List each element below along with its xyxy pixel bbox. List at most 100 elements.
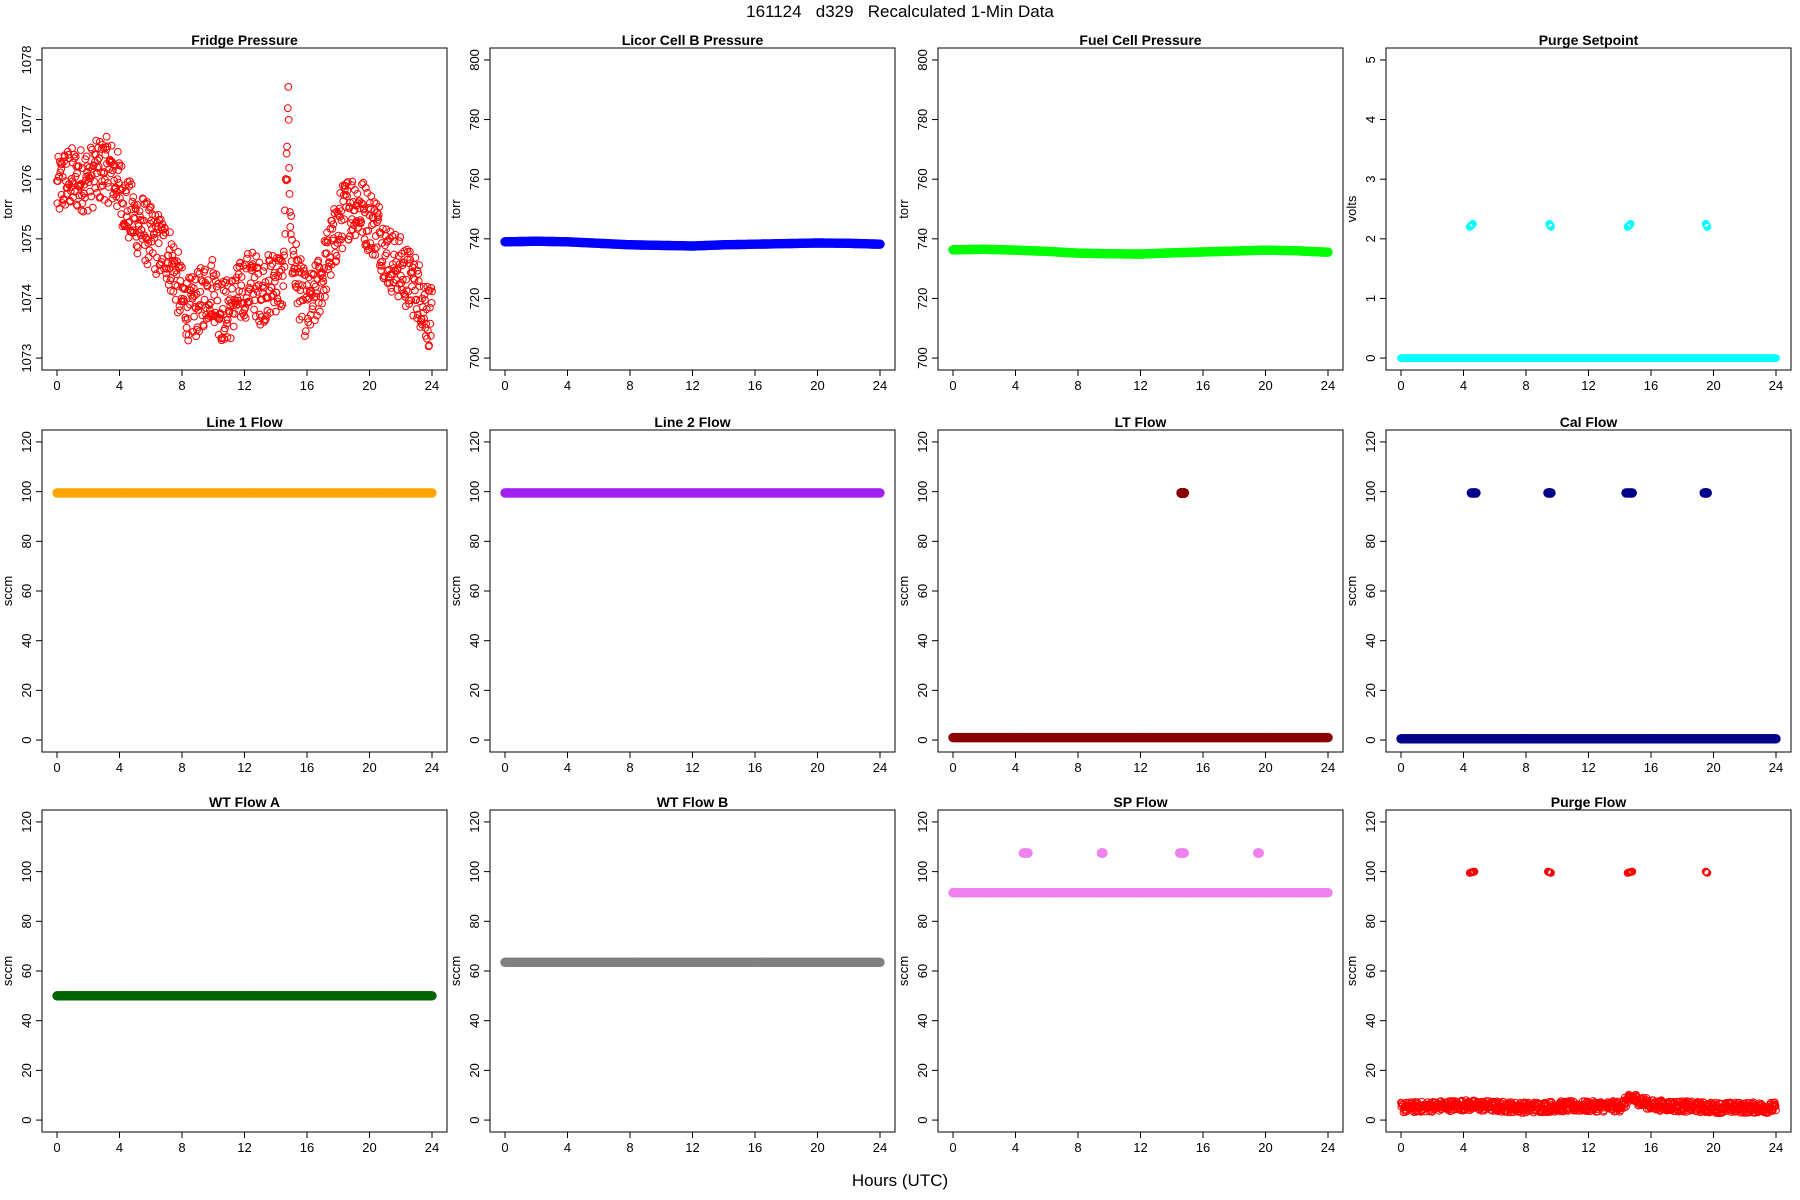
y-tick-label: 20 (467, 683, 482, 697)
data-point (320, 264, 329, 273)
data-point (119, 199, 128, 208)
data-point (125, 182, 134, 191)
y-tick-label: 60 (467, 584, 482, 598)
chart-title: Fridge Pressure (191, 32, 298, 48)
data-point (76, 180, 85, 189)
data-point (221, 287, 230, 296)
data-point (222, 276, 231, 285)
y-tick-label: 780 (467, 109, 482, 131)
chart-title: Line 2 Flow (654, 414, 730, 430)
data-point (233, 300, 242, 308)
data-point (311, 316, 319, 325)
data-point (274, 272, 283, 281)
y-axis-label: torr (896, 199, 911, 219)
y-tick-label: 120 (915, 431, 930, 453)
data-point (372, 243, 381, 252)
plot-frame (937, 47, 1344, 371)
y-tick-label: 40 (915, 633, 930, 647)
x-tick-label: 16 (300, 1140, 314, 1155)
data-point (139, 216, 148, 225)
chart-title: Cal Flow (1560, 414, 1618, 430)
plot-frame (489, 429, 896, 753)
data-point (175, 263, 184, 272)
data-point (64, 151, 73, 159)
x-tick-label: 0 (53, 378, 60, 393)
data-point (410, 276, 419, 284)
data-point (193, 325, 201, 334)
data-point (1702, 488, 1713, 498)
x-tick-label: 20 (1706, 760, 1720, 775)
data-point (203, 276, 212, 285)
data-point (176, 277, 185, 285)
data-point (353, 189, 362, 198)
data-point (420, 314, 429, 323)
data-point (426, 303, 434, 312)
x-tick-label: 20 (1258, 378, 1272, 393)
data-point (108, 166, 117, 175)
data-point (109, 160, 118, 169)
x-tick-label: 4 (564, 378, 571, 393)
data-point (329, 220, 338, 229)
y-tick-label: 100 (915, 481, 930, 503)
data-point (249, 262, 258, 271)
data-point (243, 254, 251, 263)
data-point (285, 164, 294, 172)
data-point (259, 267, 268, 276)
data-point (68, 144, 76, 153)
data-point (382, 225, 391, 234)
series-0 (52, 488, 437, 498)
data-point (281, 206, 289, 215)
data-point (219, 286, 228, 295)
data-point (164, 251, 173, 260)
data-point (375, 203, 384, 211)
data-point (425, 341, 434, 350)
data-point (385, 279, 394, 287)
x-tick-label: 20 (1706, 378, 1720, 393)
data-point (426, 331, 435, 340)
x-tick-label: 8 (178, 760, 185, 775)
y-tick-label: 1077 (19, 105, 34, 134)
data-point (104, 199, 113, 207)
x-tick-label: 8 (1074, 760, 1081, 775)
y-axis-label: volts (1344, 195, 1359, 222)
y-tick-label: 0 (467, 736, 482, 743)
data-point (230, 310, 239, 318)
plot-frame (1385, 47, 1792, 371)
data-point (133, 243, 142, 252)
data-point (266, 262, 275, 271)
data-point (279, 247, 288, 256)
data-point (129, 228, 138, 237)
data-point (277, 302, 286, 311)
data-point (283, 142, 291, 151)
data-point (278, 272, 287, 280)
data-point (402, 286, 411, 295)
data-point (168, 251, 177, 260)
data-point (346, 232, 354, 241)
plot-frame (41, 429, 448, 753)
chart-title: LT Flow (1115, 414, 1167, 430)
plot-frame (41, 809, 448, 1133)
data-point (283, 104, 292, 113)
data-point (364, 226, 373, 235)
data-point (368, 250, 377, 259)
data-point (427, 299, 436, 307)
x-tick-label: 16 (300, 378, 314, 393)
data-point (154, 239, 163, 248)
plot-frame (41, 47, 448, 371)
data-point (1627, 488, 1638, 498)
data-point (396, 233, 405, 241)
data-point (391, 230, 400, 239)
data-point (366, 239, 375, 248)
y-tick-label: 100 (1363, 481, 1378, 503)
x-tick-label: 12 (1133, 378, 1147, 393)
data-point (244, 287, 253, 296)
data-point (116, 186, 125, 195)
data-point (57, 165, 66, 173)
data-point (236, 313, 245, 321)
chart-title: Licor Cell B Pressure (622, 32, 764, 48)
data-point (293, 299, 302, 308)
data-point (243, 250, 252, 258)
